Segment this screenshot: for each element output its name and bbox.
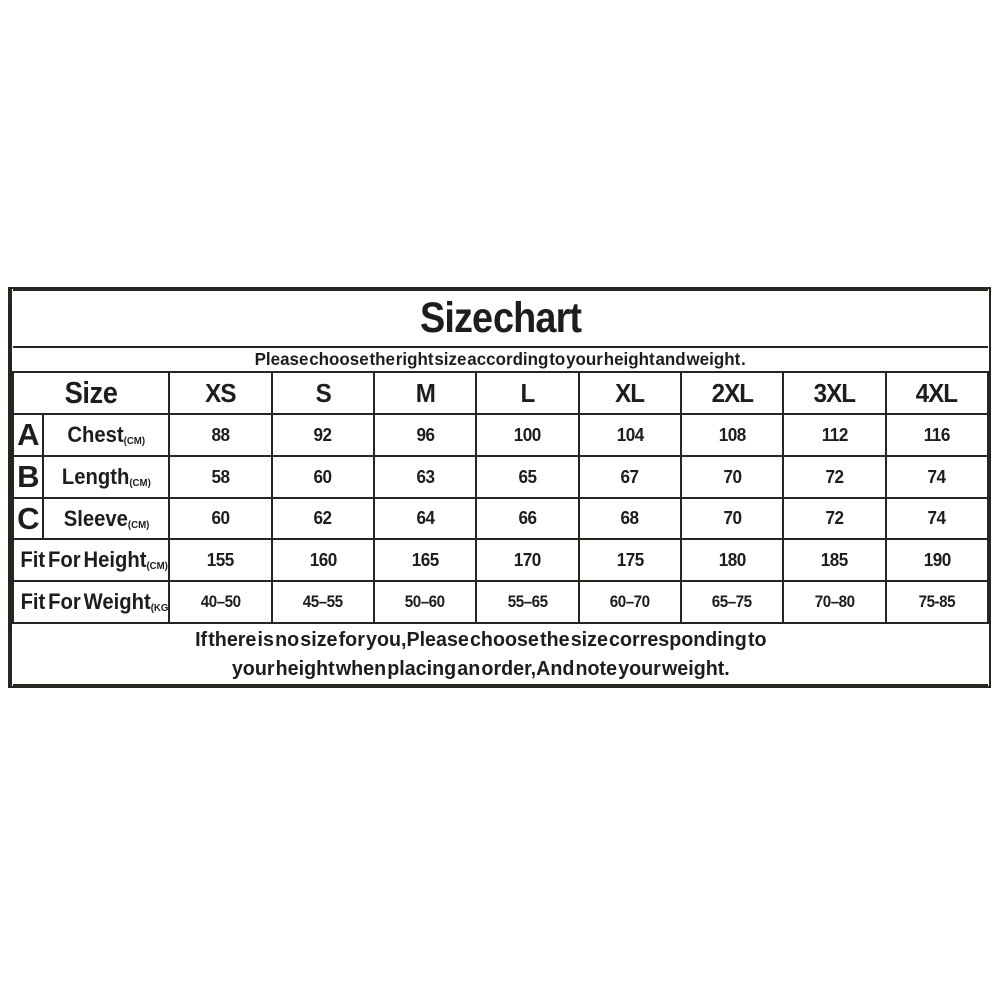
table-cell: 180 bbox=[718, 549, 747, 570]
table-cell: 104 bbox=[616, 424, 644, 445]
table-cell: 75-85 bbox=[918, 592, 956, 611]
table-cell: 74 bbox=[927, 508, 947, 528]
length-row: B Length(CM) 58 60 63 65 67 70 72 74 bbox=[12, 455, 989, 499]
row-letter-b: B bbox=[12, 455, 45, 499]
table-cell: 58 bbox=[211, 466, 230, 487]
table-cell: 72 bbox=[825, 508, 844, 528]
table-cell: 63 bbox=[416, 466, 435, 487]
chart-title: Size chart bbox=[420, 294, 582, 342]
fit-weight-row: Fit For Weight(KG) 40–50 45–55 50–60 55–… bbox=[12, 580, 989, 624]
table-cell: 55–65 bbox=[507, 592, 548, 611]
row-letter-c: C bbox=[12, 497, 45, 540]
table-cell: 68 bbox=[620, 508, 640, 528]
table-cell: 112 bbox=[821, 424, 848, 445]
table-cell: 88 bbox=[211, 424, 230, 445]
note-line-2: your height when placing an order,And no… bbox=[232, 657, 731, 680]
table-cell: 190 bbox=[923, 549, 951, 570]
table-cell: 65–75 bbox=[712, 592, 753, 611]
size-col-m: M bbox=[415, 377, 436, 408]
length-unit: (CM) bbox=[129, 477, 151, 489]
size-col-xl: XL bbox=[615, 377, 645, 408]
table-cell: 108 bbox=[718, 424, 747, 445]
table-cell: 67 bbox=[620, 466, 640, 487]
sleeve-label: Sleeve bbox=[63, 505, 128, 531]
fit-weight-unit: (KG) bbox=[151, 602, 169, 614]
table-cell: 116 bbox=[923, 424, 951, 445]
header-row: Size XS S M L XL 2XL 3XL 4XL bbox=[12, 371, 989, 415]
size-col-xs: XS bbox=[205, 377, 236, 408]
table-cell: 170 bbox=[513, 549, 542, 570]
fit-height-unit: (CM) bbox=[146, 560, 169, 572]
table-cell: 72 bbox=[825, 466, 844, 487]
fit-height-label: Fit For Height bbox=[20, 547, 147, 572]
note-row: If there is no size for you,Please choos… bbox=[13, 622, 988, 686]
size-col-l: L bbox=[520, 377, 536, 408]
length-label: Length bbox=[61, 464, 130, 489]
table-cell: 70 bbox=[723, 508, 742, 528]
table-cell: 100 bbox=[513, 424, 542, 445]
table-cell: 45–55 bbox=[302, 592, 343, 611]
table-cell: 165 bbox=[411, 549, 440, 570]
table-cell: 60–70 bbox=[609, 592, 650, 611]
table-cell: 74 bbox=[927, 466, 947, 487]
table-cell: 66 bbox=[518, 508, 537, 528]
title-row: Size chart bbox=[13, 289, 988, 348]
table-cell: 185 bbox=[820, 549, 849, 570]
table-cell: 65 bbox=[518, 466, 537, 487]
subtitle-row: Please choose the right size according t… bbox=[13, 346, 988, 373]
table-cell: 92 bbox=[313, 424, 333, 445]
size-col-2xl: 2XL bbox=[711, 377, 753, 408]
chest-row: A Chest(CM) 88 92 96 100 104 108 112 116 bbox=[12, 413, 989, 457]
row-letter-a: A bbox=[12, 413, 45, 457]
sleeve-unit: (CM) bbox=[127, 518, 150, 531]
size-header: Size bbox=[64, 375, 118, 410]
table-cell: 70 bbox=[723, 466, 742, 487]
tshirt-diagram-panel: A B C bbox=[10, 289, 13, 686]
table-cell: 50–60 bbox=[405, 592, 446, 611]
table-cell: 60 bbox=[313, 466, 333, 487]
chest-label: Chest bbox=[67, 422, 124, 447]
table-cell: 70–80 bbox=[814, 592, 855, 611]
size-col-3xl: 3XL bbox=[813, 377, 856, 408]
table-cell: 160 bbox=[309, 549, 337, 570]
size-chart-box: A B C Size chart Please choose the right… bbox=[8, 287, 991, 688]
fit-weight-label: Fit For Weight bbox=[20, 589, 152, 614]
note-line-1: If there is no size for you,Please choos… bbox=[195, 627, 767, 651]
size-col-s: S bbox=[315, 377, 331, 408]
sleeve-row: C Sleeve(CM) 60 62 64 66 68 70 72 74 bbox=[12, 497, 989, 540]
chest-unit: (CM) bbox=[123, 435, 146, 447]
table-cell: 60 bbox=[211, 508, 230, 528]
table-cell: 64 bbox=[416, 508, 435, 528]
table-cell: 175 bbox=[616, 549, 644, 570]
fit-height-row: Fit For Height(CM) 155 160 165 170 175 1… bbox=[12, 538, 989, 582]
table-cell: 155 bbox=[206, 549, 235, 570]
table-cell: 62 bbox=[313, 508, 333, 528]
size-table-panel: Size chart Please choose the right size … bbox=[12, 289, 989, 686]
size-col-4xl: 4XL bbox=[916, 377, 958, 408]
table-cell: 40–50 bbox=[200, 592, 241, 611]
table-cell: 96 bbox=[416, 424, 435, 445]
size-table: Size chart Please choose the right size … bbox=[12, 289, 989, 686]
chart-subtitle: Please choose the right size according t… bbox=[255, 349, 747, 369]
